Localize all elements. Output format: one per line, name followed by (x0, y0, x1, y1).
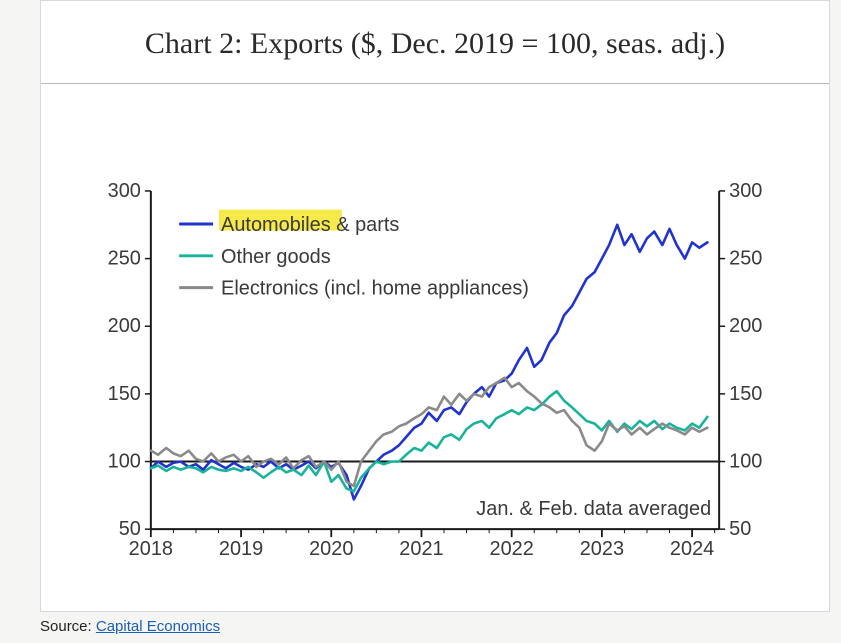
svg-text:Electronics (incl. home applia: Electronics (incl. home appliances) (221, 278, 529, 300)
svg-text:50: 50 (729, 518, 751, 540)
source-prefix: Source: (40, 618, 96, 635)
chart-plot: 50 50 100 100 150 150 200 200 250 250 300 300 2018 20… (101, 181, 769, 561)
svg-text:2024: 2024 (670, 538, 714, 560)
svg-text:50: 50 (119, 518, 141, 540)
svg-text:2020: 2020 (309, 538, 353, 560)
svg-text:300: 300 (108, 181, 141, 202)
chart-card: Chart 2: Exports ($, Dec. 2019 = 100, se… (40, 0, 830, 612)
chart-title-rule (41, 83, 829, 84)
svg-text:100: 100 (729, 451, 762, 473)
svg-text:200: 200 (108, 315, 141, 337)
svg-text:Automobiles & parts: Automobiles & parts (221, 214, 399, 236)
svg-text:150: 150 (729, 383, 762, 405)
svg-text:Jan. & Feb. data averaged: Jan. & Feb. data averaged (476, 498, 711, 520)
chart-title: Chart 2: Exports ($, Dec. 2019 = 100, se… (41, 1, 829, 83)
source-line: Source: Capital Economics (40, 618, 220, 635)
svg-text:Other goods: Other goods (221, 246, 331, 268)
svg-text:2022: 2022 (490, 538, 534, 560)
svg-text:2018: 2018 (129, 538, 173, 560)
svg-text:200: 200 (729, 315, 762, 337)
svg-text:2023: 2023 (580, 538, 624, 560)
svg-text:250: 250 (729, 248, 762, 270)
svg-text:150: 150 (108, 383, 141, 405)
svg-text:100: 100 (108, 451, 141, 473)
svg-text:2019: 2019 (219, 538, 263, 560)
source-link[interactable]: Capital Economics (96, 618, 220, 635)
svg-text:300: 300 (729, 181, 762, 202)
svg-text:2021: 2021 (399, 538, 443, 560)
svg-text:250: 250 (108, 248, 141, 270)
